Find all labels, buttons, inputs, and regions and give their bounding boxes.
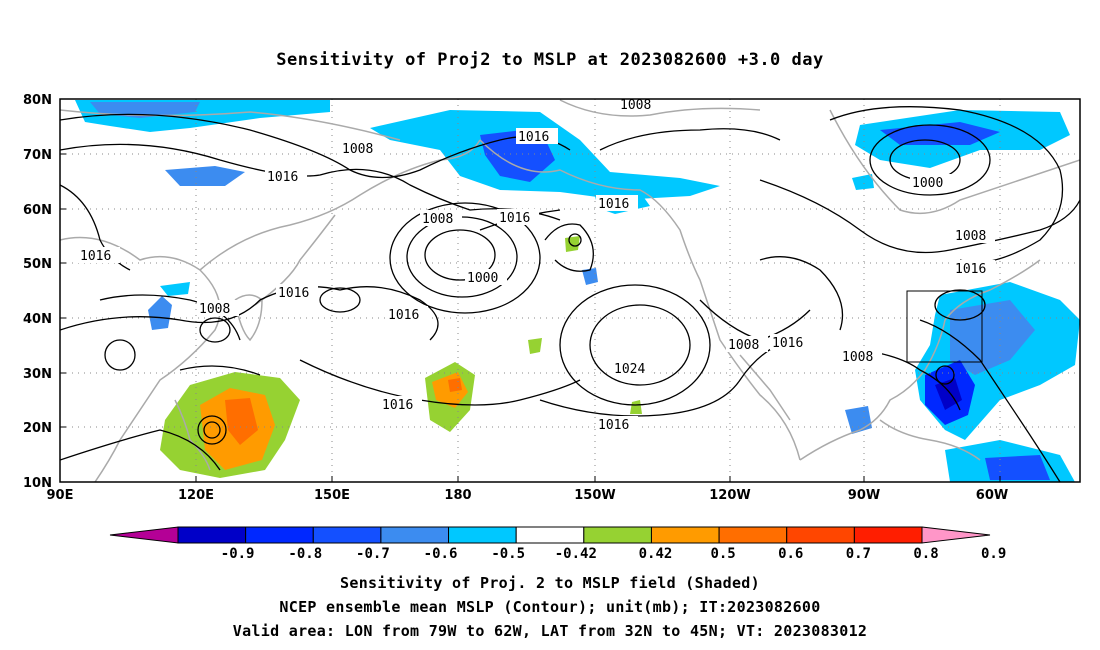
contour-label: 1008 bbox=[422, 212, 453, 227]
contour-label: 1016 bbox=[267, 170, 298, 185]
colorbar-segment bbox=[380, 526, 450, 544]
colorbar-segment bbox=[853, 526, 923, 544]
colorbar-segment bbox=[921, 526, 991, 544]
colorbar-tick-label: 0.8 bbox=[913, 546, 938, 562]
colorbar-segment bbox=[448, 526, 517, 544]
neg-shade-canada-core bbox=[880, 122, 1000, 145]
colorbar-tick-label: 0.6 bbox=[778, 546, 803, 562]
lon-label: 90W bbox=[848, 488, 880, 503]
colorbar-segment bbox=[583, 526, 652, 544]
colorbar-segment bbox=[650, 526, 720, 544]
lat-label: 50N bbox=[23, 257, 52, 272]
lat-label: 80N bbox=[23, 93, 52, 108]
colorbar-segment bbox=[786, 526, 855, 544]
colorbar-segment bbox=[109, 526, 179, 544]
shading-layer bbox=[75, 100, 1080, 482]
lon-label: 150E bbox=[314, 488, 350, 503]
colorbar-tick-label: -0.6 bbox=[424, 546, 458, 562]
neg-shade-siberia bbox=[165, 166, 245, 186]
valid-area-box bbox=[906, 290, 983, 363]
colorbar-tick-label: 0.9 bbox=[981, 546, 1006, 562]
contour-label: 1016 bbox=[598, 197, 629, 212]
pos-shade-dot-b bbox=[528, 338, 542, 354]
lon-label: 120W bbox=[709, 488, 750, 503]
pos-shade-philippines-core bbox=[225, 398, 258, 445]
colorbar-tick-label: -0.5 bbox=[491, 546, 525, 562]
contour-label: 1008 bbox=[728, 338, 759, 353]
colorbar-segment bbox=[177, 526, 247, 544]
gridlines bbox=[60, 99, 1080, 482]
lon-label: 90E bbox=[47, 488, 74, 503]
contour-label: 1000 bbox=[467, 271, 498, 286]
colorbar-tick-label: -0.8 bbox=[288, 546, 322, 562]
caption-line-1: Sensitivity of Proj. 2 to MSLP field (Sh… bbox=[340, 574, 760, 592]
lon-label: 120E bbox=[178, 488, 214, 503]
colorbar-segment bbox=[312, 526, 382, 544]
lat-label: 60N bbox=[23, 203, 52, 218]
pos-shade-dot-a bbox=[565, 236, 580, 252]
contour-label: 1016 bbox=[388, 308, 419, 323]
caption-line-3: Valid area: LON from 79W to 62W, LAT fro… bbox=[232, 622, 868, 640]
contour-label: 1016 bbox=[955, 262, 986, 277]
neg-shade-dot1 bbox=[582, 268, 598, 285]
plot-title: Sensitivity of Proj2 to MSLP at 20230826… bbox=[276, 50, 824, 70]
contour-label: 1016 bbox=[598, 418, 629, 433]
caption-line-2: NCEP ensemble mean MSLP (Contour); unit(… bbox=[279, 598, 821, 616]
axis-ticks bbox=[60, 153, 1001, 482]
contour-label: 1000 bbox=[912, 176, 943, 191]
contour-labels: 1008 1016 1008 1016 1000 1016 1008 1016 … bbox=[78, 98, 995, 433]
contour-label: 1016 bbox=[382, 398, 413, 413]
pos-shade-dot-c bbox=[630, 400, 642, 414]
contour-label: 1008 bbox=[199, 302, 230, 317]
pos-shade-dateline-core bbox=[448, 378, 462, 392]
colorbar-tick-label: 0.7 bbox=[846, 546, 871, 562]
colorbar-tick-label: 0.5 bbox=[710, 546, 735, 562]
lon-label: 150W bbox=[574, 488, 615, 503]
colorbar-tick-label: -0.42 bbox=[555, 546, 597, 562]
contour-label: 1016 bbox=[518, 130, 549, 145]
lon-label: 60W bbox=[976, 488, 1008, 503]
lat-label: 10N bbox=[23, 476, 52, 491]
lat-label: 30N bbox=[23, 367, 52, 382]
coastlines bbox=[60, 99, 1080, 482]
neg-shade-hudson bbox=[852, 174, 874, 190]
contour-label: 1008 bbox=[620, 98, 651, 113]
neg-shade-japan bbox=[148, 296, 172, 330]
lat-labels: 80N 70N 60N 50N 40N 30N 20N 10N bbox=[23, 93, 52, 491]
lon-label: 180 bbox=[444, 488, 471, 503]
contour-label: 1008 bbox=[342, 142, 373, 157]
colorbar-tick-label: 0.42 bbox=[639, 546, 673, 562]
lat-label: 70N bbox=[23, 148, 52, 163]
neg-shade-east-us-dark bbox=[935, 378, 962, 410]
mslp-contours bbox=[60, 106, 1080, 482]
lon-labels: 90E 120E 150E 180 150W 120W 90W 60W bbox=[47, 488, 1009, 503]
contour-label: 1024 bbox=[614, 362, 645, 377]
contour-label: 1016 bbox=[499, 211, 530, 226]
colorbar-segment bbox=[515, 526, 585, 544]
colorbar-tick-label: -0.7 bbox=[356, 546, 390, 562]
colorbar-segment bbox=[245, 526, 314, 544]
contour-label: 1008 bbox=[842, 350, 873, 365]
map-frame bbox=[59, 98, 1081, 483]
colorbar-tick-label: -0.9 bbox=[221, 546, 255, 562]
contour-label: 1016 bbox=[278, 286, 309, 301]
neg-shade-japan-n bbox=[160, 282, 190, 296]
contour-label: 1016 bbox=[80, 249, 111, 264]
colorbar: -0.9 -0.8 -0.7 -0.6 -0.5 -0.42 0.42 0.5 0.6 0.7 0.… bbox=[109, 526, 1006, 562]
neg-shade-atlantic-core bbox=[985, 455, 1050, 480]
lat-label: 40N bbox=[23, 312, 52, 327]
lat-label: 20N bbox=[23, 421, 52, 436]
contour-label: 1016 bbox=[772, 336, 803, 351]
colorbar-segment bbox=[718, 526, 788, 544]
contour-label: 1008 bbox=[955, 229, 986, 244]
